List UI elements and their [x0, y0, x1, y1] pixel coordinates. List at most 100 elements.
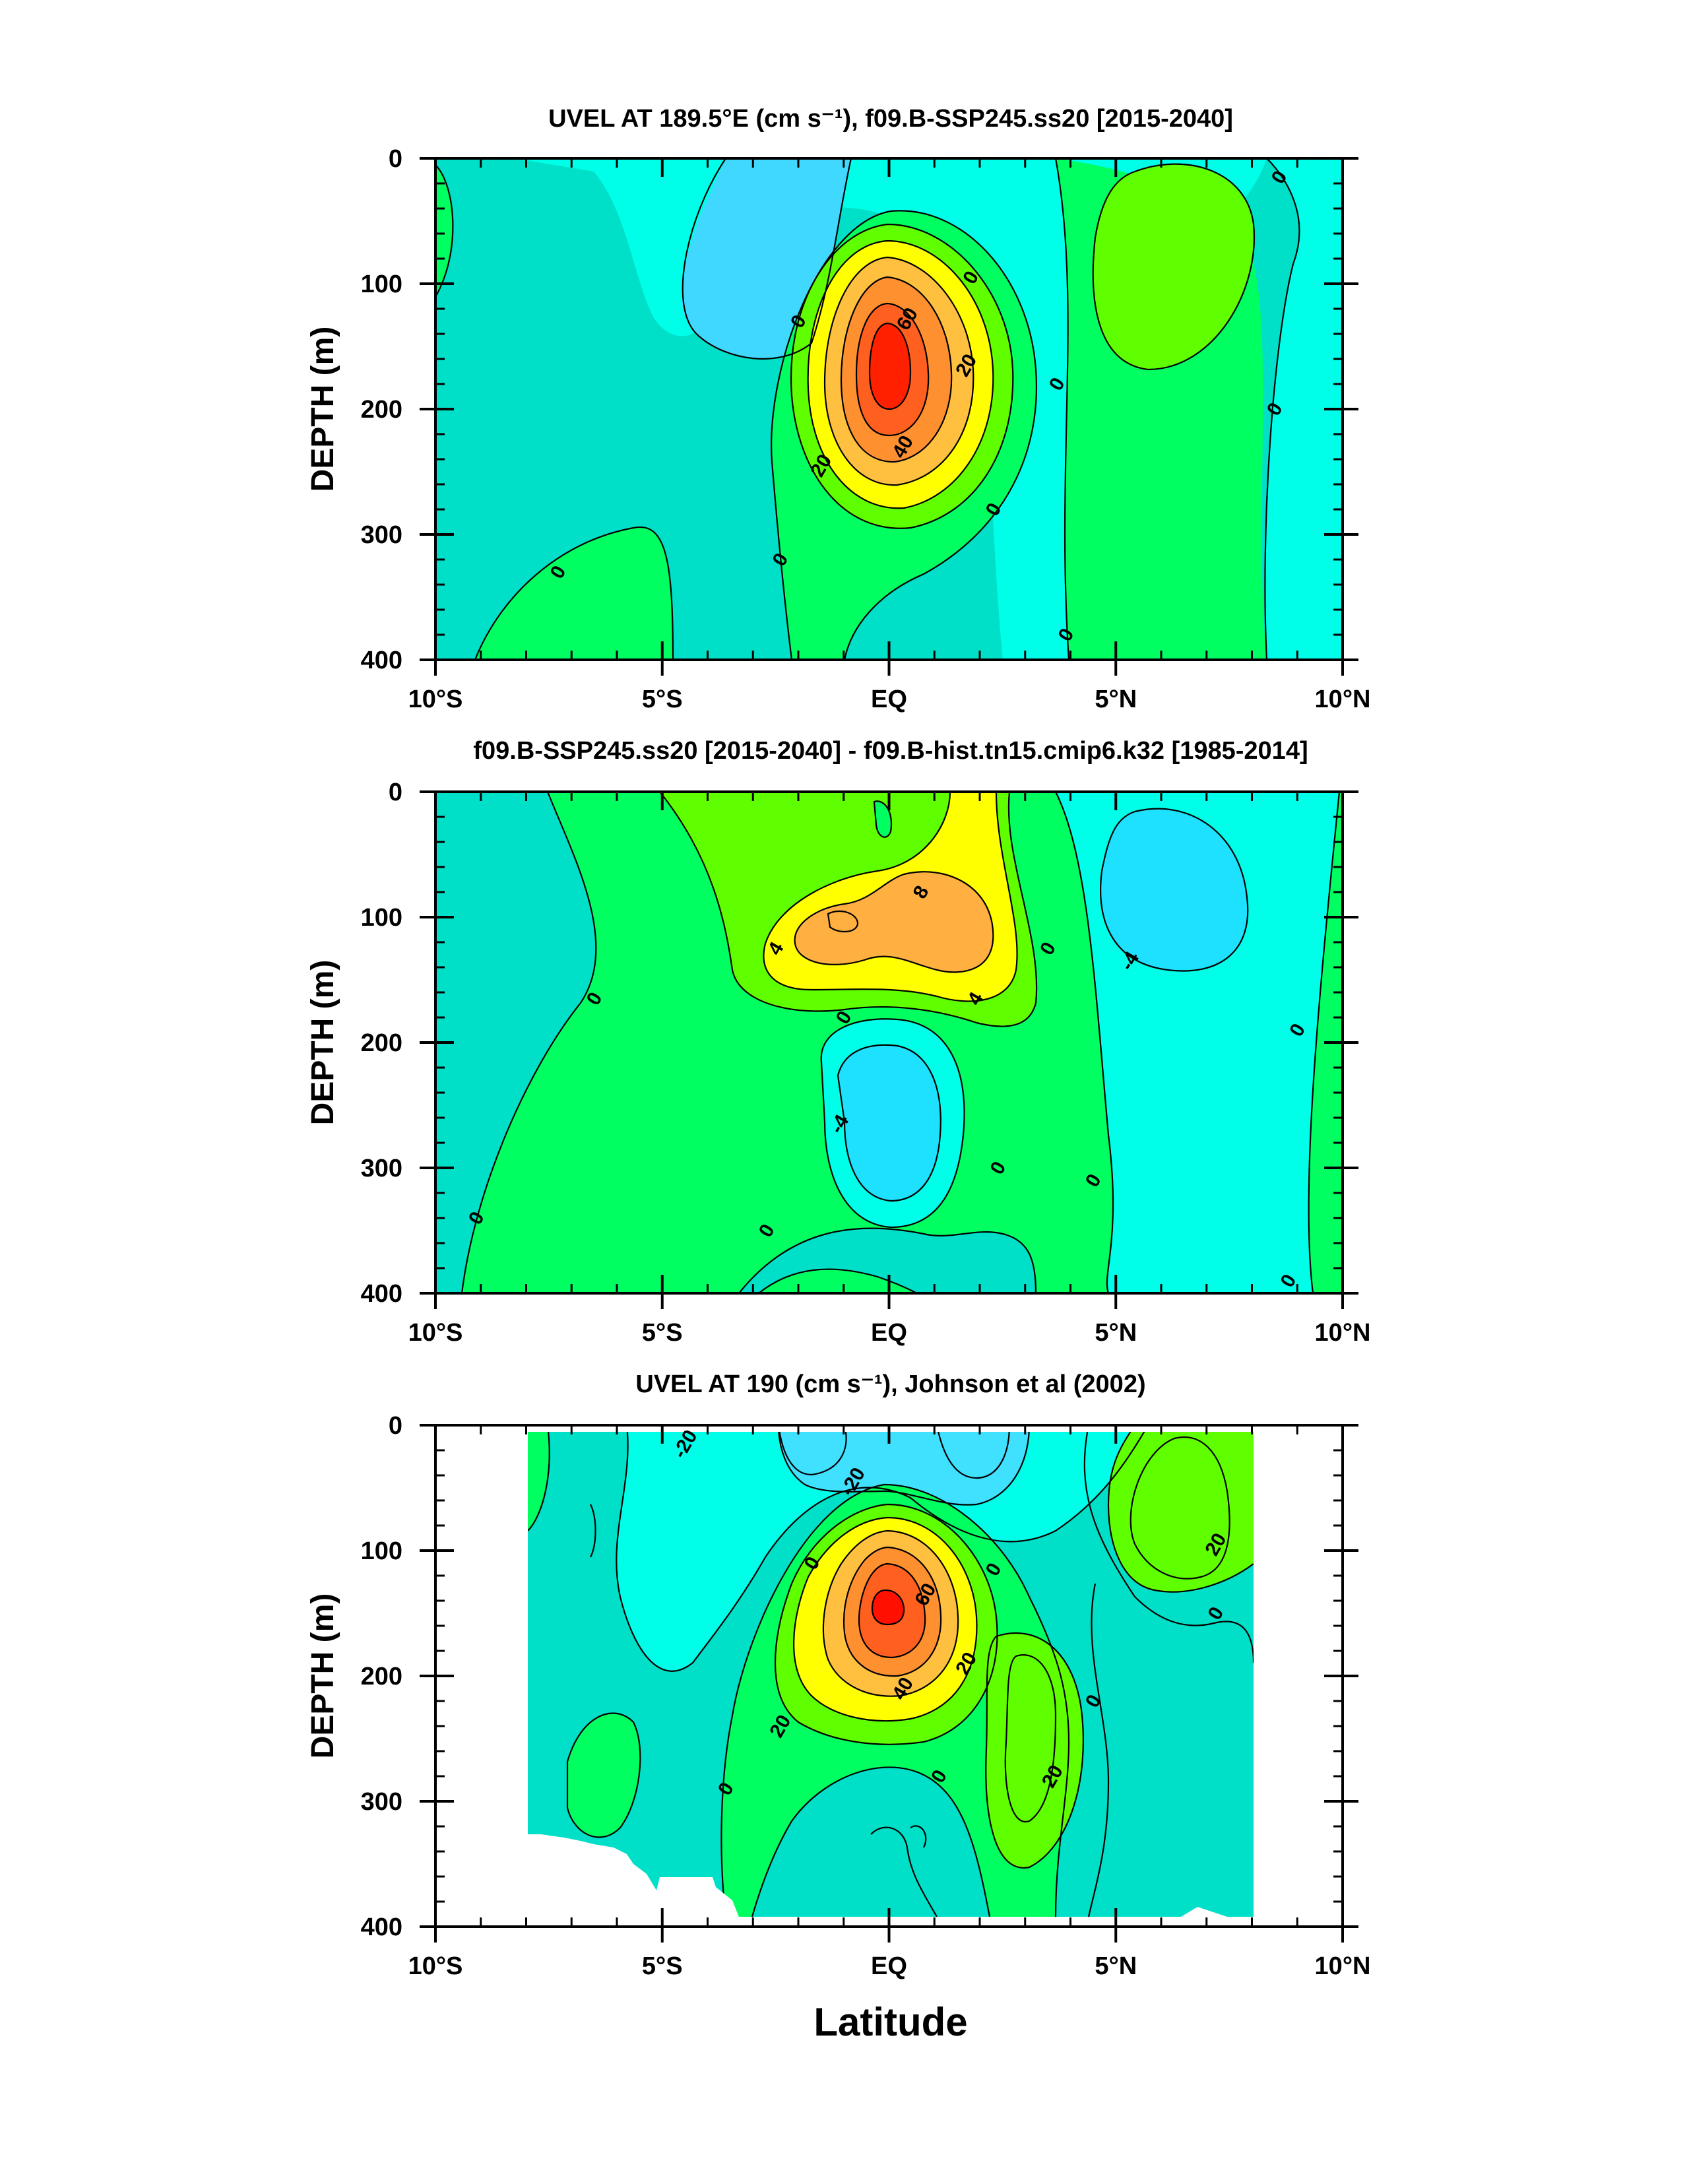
panel-3-contour-line	[1004, 1654, 1057, 1823]
panel-2-contour-line	[794, 871, 994, 973]
panel-2-contour-line	[827, 911, 859, 932]
panel-3-contour-line	[777, 1432, 1031, 1506]
panel-1-region-green-southwest	[475, 527, 673, 660]
panel-1-contour-lines	[435, 158, 1300, 660]
y-tick-label: 100	[361, 271, 402, 298]
x-tick-label: 10°N	[1315, 686, 1371, 713]
panel-3-axes: 10°S 5°S EQ 5°N 10°N 0 100 200 300 400	[361, 1412, 1371, 1980]
x-tick-label: 5°N	[1095, 1952, 1137, 1980]
panel-1-contour-line	[682, 158, 852, 360]
panel-3-contour-line	[751, 1766, 991, 1917]
x-tick-label: 5°S	[642, 686, 683, 713]
panel-3-contour-line	[858, 1562, 926, 1659]
x-tick-label: 10°N	[1315, 1319, 1371, 1347]
panel-3-clip	[528, 1432, 1254, 1917]
panel-3-ylabel: DEPTH (m)	[305, 1593, 340, 1759]
panel-2: f09.B-SSP245.ss20 [2015-2040] - f09.B-hi…	[305, 737, 1370, 1347]
panel-1-contour-line	[855, 302, 930, 437]
y-tick-label: 200	[361, 396, 402, 424]
panel-3-contour-line	[590, 1504, 596, 1558]
panel-3-contour-line	[1087, 1583, 1110, 1917]
x-tick-label: 5°N	[1095, 1319, 1137, 1347]
panel-3-contour-line	[774, 1503, 998, 1745]
panel-2-contour-line	[820, 1018, 965, 1229]
panel-3-contour-lines	[528, 1432, 1254, 1917]
panel-3-region-cyan-upper	[616, 1432, 1148, 1671]
panel-3-contour-line	[566, 1712, 641, 1838]
y-tick-label: 0	[389, 779, 402, 806]
y-tick-label: 400	[361, 1280, 402, 1308]
panel-1-region-east-band	[1056, 158, 1343, 660]
panel-3-contour-line	[528, 1432, 550, 1531]
panel-3-contour-line	[777, 1432, 847, 1476]
panel-3-contour-line	[822, 1529, 959, 1697]
panel-2-ylabel: DEPTH (m)	[305, 960, 340, 1126]
panel-2-region-lightblue-east	[1100, 808, 1248, 971]
y-tick-label: 100	[361, 904, 402, 932]
panel-3-region-green-westedge	[528, 1432, 550, 1531]
panel-2-contour-line	[758, 1268, 918, 1293]
panel-3: UVEL AT 190 (cm s⁻¹), Johnson et al (200…	[305, 1370, 1370, 1980]
panel-3-contour-fill	[528, 1432, 1254, 1917]
panel-2-region-green-patch	[874, 801, 891, 837]
panel-2-contour-line	[873, 800, 893, 838]
panel-3-contour-line	[793, 1516, 978, 1722]
panel-2-region-lightblue-eq	[838, 1044, 941, 1201]
panel-1-contour-line	[868, 322, 912, 410]
y-tick-label: 100	[361, 1537, 402, 1565]
panel-3-contour-line	[985, 1632, 1084, 1869]
y-tick-label: 400	[361, 647, 402, 674]
panel-2-contour-line	[738, 1227, 1037, 1293]
x-tick-label: 5°N	[1095, 686, 1137, 713]
y-tick-label: 200	[361, 1663, 402, 1690]
panel-2-contour-line	[461, 792, 597, 1293]
panel-1-region-westedge	[435, 165, 453, 297]
panel-1-region-green-blob-east	[1093, 164, 1254, 369]
panel-1-axes: 10°S 5°S EQ 5°N 10°N 0 100 200 300 400	[361, 145, 1371, 713]
panel-2-contour-line	[1055, 792, 1114, 1293]
panel-1-contour-fill	[435, 158, 1343, 660]
panel-2-contour-fill	[435, 792, 1343, 1293]
x-tick-label: 10°N	[1315, 1952, 1371, 1980]
y-tick-label: 0	[389, 1412, 402, 1440]
panel-1-contour-line	[1092, 163, 1256, 371]
panel-2-contour-line	[763, 792, 1018, 1002]
panel-3-contour-line	[936, 1432, 1011, 1479]
x-tick-label: EQ	[871, 686, 907, 713]
panel-1-contour-line	[435, 164, 454, 298]
panel-1-title: UVEL AT 189.5°E (cm s⁻¹), f09.B-SSP245.s…	[548, 105, 1233, 133]
panel-2-title: f09.B-SSP245.ss20 [2015-2040] - f09.B-hi…	[473, 737, 1308, 765]
panel-1-contour-line	[1264, 158, 1300, 660]
y-tick-label: 200	[361, 1029, 402, 1057]
y-tick-label: 400	[361, 1913, 402, 1941]
panel-1-contour-line	[843, 210, 1038, 660]
panel-3-region-green-lobe	[986, 1633, 1083, 1868]
panel-2-contour-line	[1308, 792, 1341, 1293]
panel-1-contour-line	[474, 526, 674, 660]
panel-1: UVEL AT 189.5°E (cm s⁻¹), f09.B-SSP245.s…	[305, 105, 1370, 713]
y-tick-label: 300	[361, 521, 402, 549]
figure-xlabel: Latitude	[813, 2000, 967, 2044]
panel-2-region-orange-jet	[794, 872, 994, 973]
panel-2-contour-line	[837, 1044, 941, 1202]
panel-1-region-jet-core	[870, 323, 910, 409]
panel-1-contour-line	[823, 256, 974, 486]
x-tick-label: 5°S	[642, 1952, 683, 1980]
panel-3-contour-line	[910, 1825, 927, 1848]
x-tick-label: 10°S	[408, 1319, 463, 1347]
panel-3-contour-line	[843, 1546, 942, 1677]
panel-3-contour-line	[720, 1483, 1070, 1917]
panel-3-contour-line	[616, 1432, 1149, 1672]
y-tick-label: 300	[361, 1788, 402, 1816]
panel-1-contour-line	[771, 210, 891, 660]
panel-2-contour-line	[1100, 808, 1249, 972]
panel-3-region-lightblue-top	[779, 1432, 1029, 1505]
panel-3-contour-line	[1107, 1432, 1254, 1593]
panel-3-title: UVEL AT 190 (cm s⁻¹), Johnson et al (200…	[635, 1370, 1145, 1398]
panel-3-contour-line	[1130, 1436, 1230, 1580]
x-tick-label: 5°S	[642, 1319, 683, 1347]
y-tick-label: 300	[361, 1155, 402, 1182]
x-tick-label: 10°S	[408, 1952, 463, 1980]
panel-1-contour-line	[790, 223, 1014, 529]
